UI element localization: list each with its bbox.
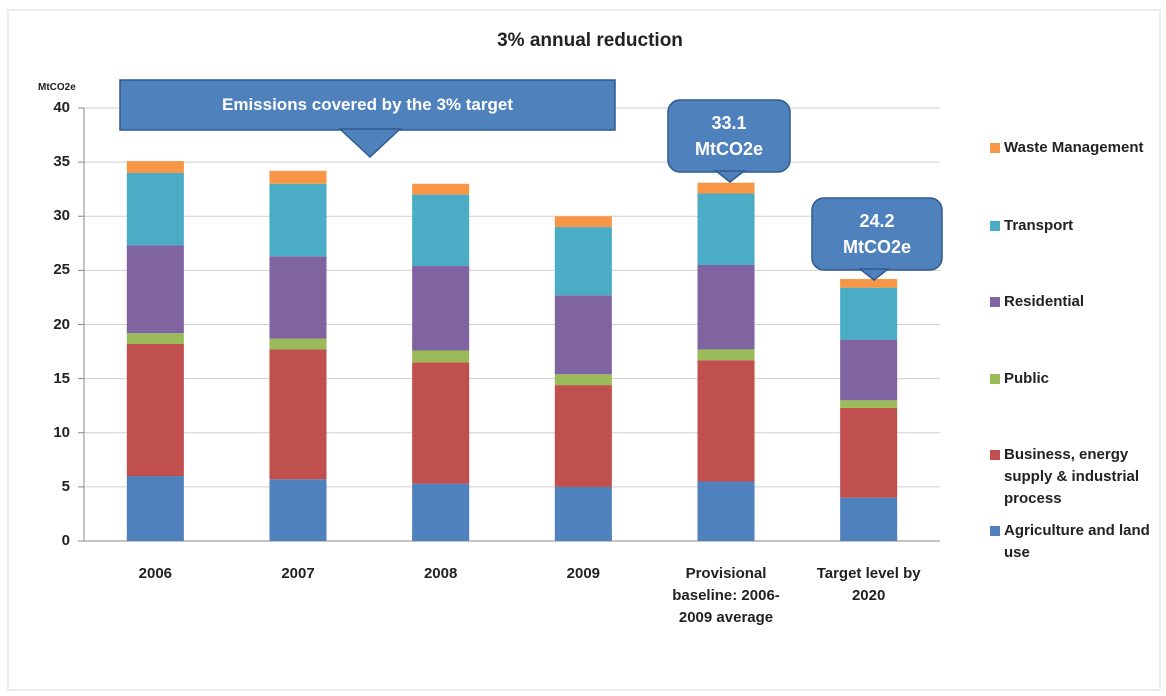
bar-segment	[554, 486, 612, 541]
bar-segment	[840, 400, 898, 408]
bar-segment	[697, 193, 755, 265]
legend-swatch	[990, 374, 1000, 384]
legend-label: Residential	[1004, 293, 1085, 310]
bar-segment	[697, 349, 755, 361]
legend-label: Transport	[1004, 217, 1074, 234]
y-axis-label: MtCO2e	[38, 82, 76, 93]
legend-swatch	[990, 526, 1000, 536]
y-tick-label: 0	[61, 532, 70, 549]
bar-segment	[126, 245, 184, 334]
bar-segment	[554, 295, 612, 375]
bar-segment	[412, 362, 470, 484]
bar-segment	[697, 182, 755, 194]
x-tick-label: Provisional baseline: 2006-2009 average	[672, 565, 780, 626]
bar-segment	[840, 497, 898, 541]
bar-segment	[697, 264, 755, 350]
bar-segment	[840, 287, 898, 340]
legend-label: Waste Management	[1004, 139, 1144, 156]
bar-segment	[554, 374, 612, 386]
callout-text: 24.2	[859, 211, 895, 231]
y-tick-label: 35	[53, 153, 70, 171]
bar-segment	[269, 338, 327, 350]
legend-swatch	[990, 221, 1000, 231]
callout-text: Emissions covered by the 3% target	[222, 95, 513, 114]
callout-text: MtCO2e	[842, 237, 911, 257]
bar-segment	[126, 476, 184, 541]
y-tick-label: 15	[53, 369, 70, 387]
y-tick-label: 40	[53, 99, 70, 116]
bar-segment	[126, 161, 184, 173]
x-tick-label: 2007	[281, 565, 315, 582]
bar-segment	[840, 279, 898, 288]
bar-segment	[269, 349, 327, 480]
bar-segment	[269, 479, 327, 541]
legend-swatch	[990, 143, 1000, 153]
callout-pointer	[338, 128, 402, 159]
y-tick-label: 5	[61, 477, 70, 495]
y-tick-label: 10	[53, 423, 70, 441]
bar-segment	[554, 385, 612, 487]
bar-segment	[412, 266, 470, 351]
bar-segment	[840, 407, 898, 498]
y-tick-label: 25	[53, 261, 70, 279]
bar-segment	[126, 343, 184, 477]
bar-segment	[697, 360, 755, 482]
bar-segment	[126, 333, 184, 344]
bar-segment	[697, 481, 755, 541]
bar-segment	[554, 227, 612, 296]
x-tick-label: 2006	[138, 565, 173, 582]
callout-text: MtCO2e	[694, 139, 763, 159]
bar-segment	[840, 339, 898, 401]
bar-segment	[126, 172, 184, 246]
x-tick-label: 2008	[423, 565, 458, 582]
chart-title: 3% annual reduction	[497, 30, 683, 51]
callout-box	[119, 79, 616, 131]
legend-label: Business, energy supply & industrial pro…	[1004, 446, 1140, 507]
bar-segment	[269, 256, 327, 339]
bar-segment	[554, 216, 612, 228]
bar-segment	[269, 170, 327, 184]
legend-swatch	[990, 297, 1000, 307]
callout-pointer	[713, 170, 747, 183]
x-tick-label: 2009	[566, 565, 601, 582]
legend-label: Public	[1004, 370, 1050, 387]
bar-segment	[412, 194, 470, 267]
y-tick-label: 20	[53, 315, 70, 333]
legend-label: Agriculture and land use	[1004, 522, 1150, 561]
bar-segment	[412, 350, 470, 363]
legend-swatch	[990, 450, 1000, 460]
bar-segment	[269, 183, 327, 257]
callout-pointer	[857, 268, 891, 281]
x-tick-label: Target level by 2020	[816, 565, 921, 604]
callout-text: 33.1	[711, 113, 747, 133]
bar-segment	[412, 483, 470, 541]
y-tick-label: 30	[53, 207, 70, 225]
bar-segment	[412, 183, 470, 195]
